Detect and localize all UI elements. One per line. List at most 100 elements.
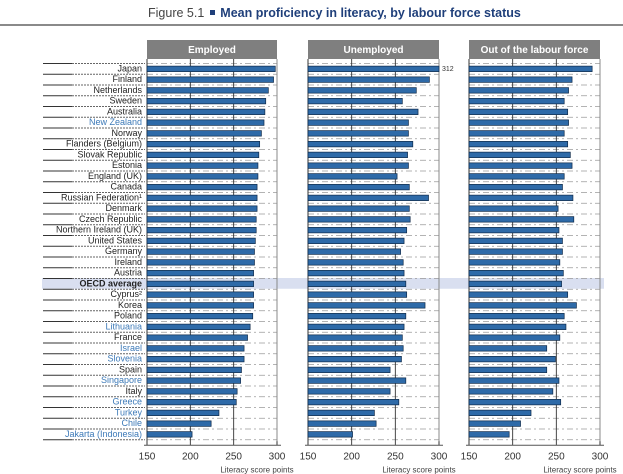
bar-out-of-the-labour-force-slovak-republic <box>468 151 571 158</box>
title-bullet-icon <box>210 10 216 15</box>
bar-out-of-the-labour-force-israel <box>468 345 548 352</box>
bar-out-of-the-labour-force-denmark <box>468 205 559 212</box>
bar-unemployed-ireland <box>307 259 404 266</box>
tick-label: 250 <box>387 451 404 462</box>
bar-employed-netherlands <box>146 87 269 94</box>
bar-unemployed-cyprus <box>307 291 408 298</box>
category-label-germany: Germany <box>105 246 143 256</box>
bar-out-of-the-labour-force-lithuania <box>468 323 567 330</box>
bar-employed-france <box>146 334 248 341</box>
bar-out-of-the-labour-force-france <box>468 334 561 341</box>
category-label-slovak-republic: Slovak Republic <box>77 149 142 159</box>
category-label-northern-ireland-uk: Northern Ireland (UK) <box>56 225 142 235</box>
bar-unemployed-finland <box>307 76 430 83</box>
x-axis-label: Literacy score points <box>220 465 293 474</box>
bar-employed-lithuania <box>146 323 251 330</box>
bar-out-of-the-labour-force-england-uk <box>468 173 565 180</box>
bar-out-of-the-labour-force-australia <box>468 108 569 115</box>
category-label-italy: Italy <box>125 386 142 396</box>
bar-unemployed-france <box>307 334 403 341</box>
bar-employed-denmark <box>146 205 258 212</box>
x-axis-label: Literacy score points <box>382 465 455 474</box>
bar-out-of-the-labour-force-turkey <box>468 409 532 416</box>
bar-employed-finland <box>146 76 274 83</box>
bar-unemployed-denmark <box>307 205 410 212</box>
data-label-japan: 312 <box>442 66 454 73</box>
bar-employed-ireland <box>146 259 255 266</box>
tick-label: 300 <box>269 451 286 462</box>
bar-unemployed-slovenia <box>307 356 402 363</box>
bar-employed-united-states <box>146 237 256 244</box>
tick-label: 200 <box>343 451 360 462</box>
bar-out-of-the-labour-force-russian-federation <box>468 194 574 201</box>
category-label-estonia: Estonia <box>112 160 142 170</box>
category-label-united-states: United States <box>88 235 143 245</box>
category-label-cyprus: Cyprus² <box>110 289 142 299</box>
bar-out-of-the-labour-force-new-zealand <box>468 119 569 126</box>
bar-employed-estonia <box>146 162 259 169</box>
category-label-england-uk: England (UK) <box>88 171 142 181</box>
category-label-chile: Chile <box>121 418 142 428</box>
bar-employed-canada <box>146 184 258 191</box>
bar-employed-israel <box>146 345 245 352</box>
bar-unemployed-italy <box>307 388 391 395</box>
bar-out-of-the-labour-force-flanders-belgium <box>468 141 569 148</box>
panel-title-unemployed: Unemployed <box>343 45 403 56</box>
bar-unemployed-israel <box>307 345 404 352</box>
category-label-spain: Spain <box>119 364 142 374</box>
bar-out-of-the-labour-force-sweden <box>468 98 565 105</box>
bar-unemployed-estonia <box>307 162 409 169</box>
category-label-poland: Poland <box>114 311 142 321</box>
bar-out-of-the-labour-force-united-states <box>468 237 563 244</box>
category-label-japan: Japan <box>117 63 142 73</box>
category-label-canada: Canada <box>110 182 142 192</box>
bar-unemployed-jakarta-indonesia <box>307 431 353 438</box>
bar-unemployed-poland <box>307 313 407 320</box>
bar-employed-japan <box>146 65 276 72</box>
tick-label: 250 <box>548 451 565 462</box>
bar-unemployed-sweden <box>307 98 403 105</box>
figure-main-title: Mean proficiency in literacy, by labour … <box>220 6 521 20</box>
bar-employed-singapore <box>146 377 241 384</box>
category-label-singapore: Singapore <box>101 375 142 385</box>
category-label-russian-federation: Russian Federation¹ <box>61 192 142 202</box>
bar-out-of-the-labour-force-cyprus <box>468 291 569 298</box>
bar-employed-australia <box>146 108 266 115</box>
bar-unemployed-slovak-republic <box>307 151 408 158</box>
category-label-ireland: Ireland <box>114 257 142 267</box>
bar-employed-sweden <box>146 98 267 105</box>
tick-label: 300 <box>431 451 448 462</box>
bar-employed-germany <box>146 248 255 255</box>
bar-out-of-the-labour-force-oecd-average <box>468 280 562 287</box>
bar-unemployed-lithuania <box>307 323 405 330</box>
bar-out-of-the-labour-force-jakarta-indonesia <box>468 431 510 438</box>
bar-unemployed-austria <box>307 270 405 277</box>
category-label-israel: Israel <box>120 343 142 353</box>
category-label-oecd-average: OECD average <box>79 278 142 288</box>
bar-employed-korea <box>146 302 254 309</box>
category-label-france: France <box>114 332 142 342</box>
bar-employed-chile <box>146 420 212 427</box>
bar-unemployed-netherlands <box>307 87 417 94</box>
bar-out-of-the-labour-force-singapore <box>468 377 560 384</box>
bar-unemployed-australia <box>307 108 419 115</box>
panel-header-employed <box>147 40 277 59</box>
bar-out-of-the-labour-force-italy <box>468 388 554 395</box>
bar-employed-oecd-average <box>146 280 254 287</box>
category-label-jakarta-indonesia: Jakarta (Indonesia) <box>65 429 142 439</box>
bar-unemployed-greece <box>307 399 400 406</box>
bar-employed-spain <box>146 366 242 373</box>
panel-header-out-of-the-labour-force <box>469 40 600 59</box>
bar-out-of-the-labour-force-czech-republic <box>468 216 575 223</box>
bar-unemployed-england-uk <box>307 173 398 180</box>
x-axis-label: Literacy score points <box>543 465 616 474</box>
bar-unemployed-japan <box>307 65 440 72</box>
bar-unemployed-korea <box>307 302 426 309</box>
bar-out-of-the-labour-force-norway <box>468 130 565 137</box>
tick-label: 300 <box>592 451 609 462</box>
bar-employed-greece <box>146 399 237 406</box>
bar-employed-austria <box>146 270 254 277</box>
bar-unemployed-czech-republic <box>307 216 411 223</box>
tick-label: 250 <box>225 451 242 462</box>
